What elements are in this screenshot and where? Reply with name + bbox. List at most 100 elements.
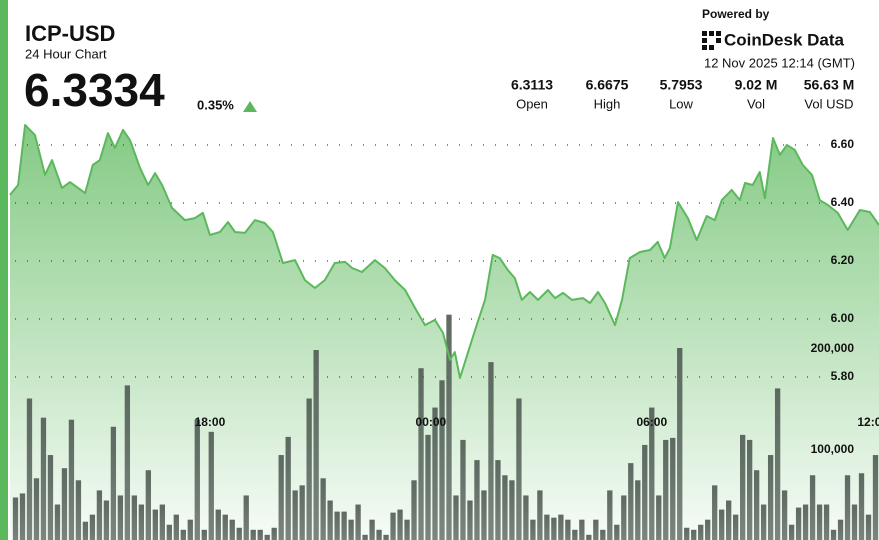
y-tick-label: 6.20 bbox=[831, 253, 855, 267]
volume-bar bbox=[446, 314, 452, 540]
volume-bar bbox=[628, 463, 634, 540]
volume-bar bbox=[278, 455, 284, 540]
volume-bar bbox=[760, 504, 767, 540]
x-tick-label: 18:00 bbox=[195, 415, 226, 429]
x-tick-label: 12:00 bbox=[857, 415, 879, 429]
volume-bar bbox=[33, 478, 40, 540]
volume-bar bbox=[823, 504, 830, 540]
stat-label: Vol bbox=[747, 96, 765, 111]
volume-bar bbox=[82, 521, 89, 540]
volume-bar bbox=[215, 509, 221, 540]
volume-bar bbox=[579, 519, 585, 540]
volume-bar bbox=[306, 398, 312, 540]
label-layer: 5.80 6.00 6.20 6.40 6.60 18:00 00:00 06:00 12:00… bbox=[195, 137, 879, 456]
up-arrow bbox=[243, 101, 257, 112]
volume-bar bbox=[40, 417, 47, 540]
volume-bar bbox=[753, 470, 760, 540]
volume-bar bbox=[327, 500, 333, 540]
x-tick-label: 06:00 bbox=[636, 415, 667, 429]
volume-bar bbox=[460, 439, 466, 540]
volume-bar bbox=[802, 504, 809, 540]
volume-bar bbox=[474, 460, 480, 540]
volume-bar bbox=[865, 514, 872, 540]
volume-bar bbox=[271, 527, 277, 540]
volume-bar bbox=[781, 490, 788, 540]
powered-by: Powered by bbox=[702, 7, 770, 21]
volume-bar bbox=[369, 519, 375, 540]
volume-bar bbox=[705, 519, 711, 540]
volume-bar bbox=[439, 380, 445, 540]
volume-bar bbox=[788, 524, 795, 540]
volume-bar bbox=[733, 514, 739, 540]
stat-value: 56.63 M bbox=[804, 77, 855, 93]
price-area bbox=[10, 125, 879, 540]
volume-tick-label: 200,000 bbox=[811, 341, 855, 355]
volume-bar bbox=[194, 419, 200, 540]
volume-bar bbox=[467, 500, 473, 540]
volume-bar bbox=[75, 480, 82, 540]
volume-bar bbox=[341, 511, 347, 540]
volume-bar bbox=[663, 439, 669, 540]
volume-bar bbox=[516, 398, 522, 540]
volume-bar bbox=[61, 468, 68, 540]
area-layer bbox=[10, 125, 879, 540]
volume-bar bbox=[495, 460, 501, 540]
volume-bar bbox=[208, 431, 214, 540]
volume-bar bbox=[285, 436, 291, 540]
volume-bar bbox=[607, 490, 613, 540]
volume-bar bbox=[201, 529, 207, 540]
volume-bar bbox=[740, 434, 746, 540]
volume-bar bbox=[712, 485, 718, 540]
stat-label: Open bbox=[516, 96, 548, 111]
subtitle: 24 Hour Chart bbox=[25, 46, 107, 61]
stat-value: 9.02 M bbox=[735, 77, 778, 93]
volume-bar bbox=[432, 407, 438, 540]
stat-label: Low bbox=[669, 96, 693, 111]
volume-tick-label: 100,000 bbox=[811, 442, 855, 456]
volume-bar bbox=[19, 493, 26, 540]
volume-bar bbox=[243, 495, 249, 540]
volume-bar bbox=[376, 529, 382, 540]
volume-bar bbox=[54, 504, 61, 540]
volume-bar bbox=[621, 495, 627, 540]
volume-bar bbox=[816, 504, 823, 540]
line-layer bbox=[9, 124, 879, 379]
stats: 6.3113 Open 6.6675 High 5.7953 Low 9.02 M Vol 56… bbox=[511, 77, 854, 112]
change: 0.35% bbox=[197, 97, 234, 112]
volume-bar bbox=[390, 512, 396, 540]
volume-bar bbox=[523, 495, 529, 540]
volume-bar bbox=[222, 514, 228, 540]
volume-bar bbox=[488, 362, 494, 540]
volume-bar bbox=[89, 514, 96, 540]
volume-bar bbox=[537, 490, 543, 540]
accent-bar bbox=[0, 0, 8, 540]
volume-bar bbox=[502, 475, 508, 540]
stat-value: 6.6675 bbox=[586, 77, 629, 93]
volume-bar bbox=[684, 527, 690, 540]
volume-bar bbox=[355, 504, 361, 540]
volume-bar bbox=[872, 455, 879, 540]
volume-bar bbox=[593, 519, 599, 540]
volume-bar bbox=[96, 490, 103, 540]
volume-bar bbox=[145, 470, 151, 540]
logo: CoinDesk Data bbox=[724, 30, 845, 49]
volume-bar bbox=[292, 490, 298, 540]
grid-layer bbox=[15, 144, 822, 378]
volume-bar bbox=[103, 500, 110, 540]
volume-bar bbox=[572, 529, 578, 540]
y-tick-label: 6.40 bbox=[831, 195, 855, 209]
volume-bar bbox=[551, 517, 557, 540]
volume-bar bbox=[12, 497, 19, 540]
volume-bar bbox=[698, 524, 704, 540]
bar-layer bbox=[12, 314, 879, 540]
volume-bar bbox=[348, 519, 354, 540]
volume-bar bbox=[726, 500, 732, 540]
volume-bar bbox=[229, 519, 235, 540]
volume-bar bbox=[68, 419, 75, 540]
volume-bar bbox=[600, 529, 606, 540]
volume-bar bbox=[159, 504, 165, 540]
y-tick-label: 6.00 bbox=[831, 311, 855, 325]
volume-bar bbox=[481, 490, 487, 540]
volume-bar bbox=[180, 529, 186, 540]
volume-bar bbox=[795, 507, 802, 540]
